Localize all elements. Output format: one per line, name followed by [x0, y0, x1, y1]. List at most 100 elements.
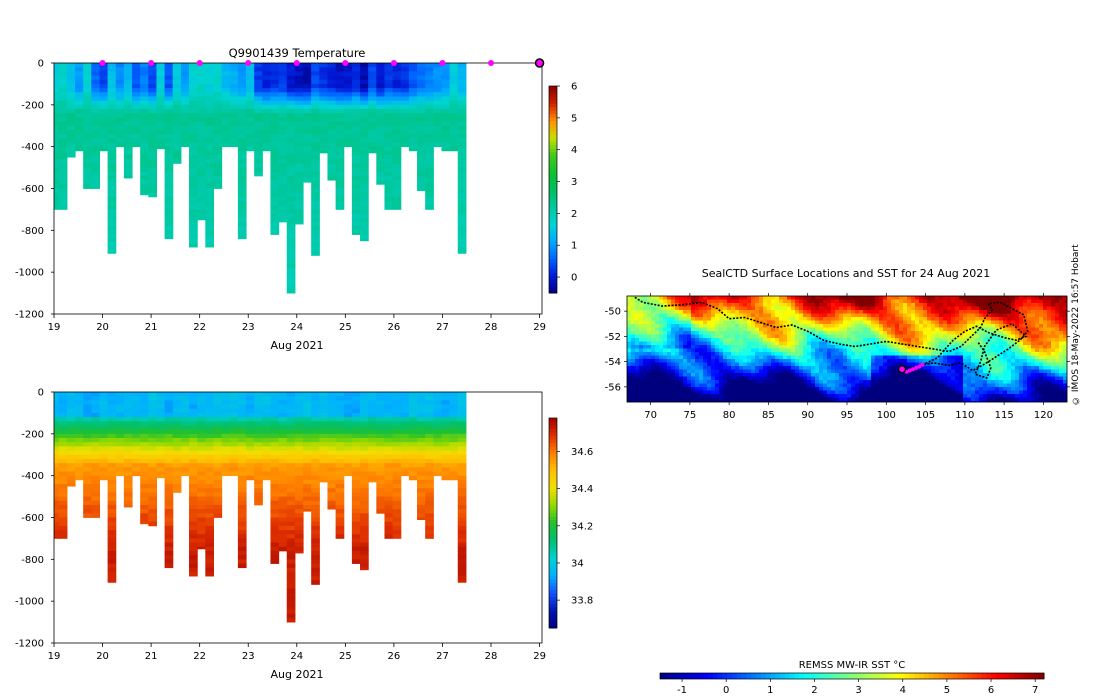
sst-cell: [751, 320, 756, 325]
salinity-cell: [213, 412, 223, 418]
sst-cell: [755, 390, 760, 395]
salinity-cell: [360, 479, 369, 485]
salinity-cell: [164, 433, 174, 439]
salinity-cell: [449, 429, 459, 435]
salinity-cell: [58, 442, 68, 447]
salinity-cell: [417, 513, 426, 518]
x-tick-label: 19: [48, 322, 61, 333]
sst-cell: [795, 355, 800, 360]
temperature-cell: [91, 134, 101, 139]
salinity-cell: [237, 500, 247, 506]
sst-cell: [795, 338, 800, 342]
temperature-cell: [91, 129, 101, 135]
sst-cell: [699, 359, 704, 363]
temperature-cell: [384, 109, 394, 114]
salinity-cell: [189, 525, 198, 531]
sst-cell: [763, 394, 768, 398]
sst-cell: [767, 359, 772, 363]
y-tick-label: 0: [38, 59, 44, 70]
temperature-cell: [319, 117, 329, 122]
sst-cell: [767, 303, 772, 307]
temperature-cell: [197, 184, 206, 189]
sst-cell: [703, 299, 708, 304]
sst-cell: [779, 331, 784, 335]
salinity-cell: [140, 484, 149, 489]
salinity-cell: [54, 421, 60, 426]
temperature-cell: [140, 63, 149, 68]
salinity-cell: [123, 442, 133, 447]
salinity-cell: [457, 517, 467, 523]
salinity-cell: [408, 463, 418, 468]
temperature-cell: [417, 96, 426, 102]
sst-cell: [651, 310, 656, 314]
temperature-cell: [197, 192, 206, 198]
temperature-cell: [75, 92, 84, 97]
sst-cell: [755, 338, 760, 342]
temperature-cell: [262, 146, 272, 152]
sst-cell: [723, 345, 728, 349]
salinity-cell: [360, 555, 369, 560]
sst-cell: [687, 383, 692, 388]
salinity-cell: [286, 396, 296, 401]
temperature-cell: [311, 129, 320, 135]
temperature-cell: [140, 184, 149, 189]
salinity-cell: [148, 404, 158, 410]
salinity-cell: [417, 429, 426, 435]
salinity-cell: [164, 517, 174, 523]
salinity-cell: [417, 509, 426, 514]
temperature-cell: [132, 134, 141, 139]
temperature-cell: [107, 192, 117, 198]
salinity-cell: [140, 492, 149, 497]
sst-cell: [703, 366, 708, 370]
temperature-cell: [392, 63, 402, 68]
salinity-cell: [123, 400, 133, 405]
salinity-cell: [75, 450, 84, 456]
temperature-cell: [327, 150, 337, 156]
sst-cell: [723, 324, 728, 328]
colorbar-segment: [549, 217, 557, 222]
sst-cell: [735, 369, 740, 374]
salinity-cell: [99, 392, 109, 397]
salinity-cell: [54, 513, 60, 518]
sst-cell: [779, 359, 784, 363]
salinity-cell: [303, 484, 312, 489]
sst-cell: [831, 380, 836, 384]
sst-cell: [671, 331, 676, 335]
sst-cell: [727, 296, 732, 300]
sst-cell: [695, 387, 700, 391]
salinity-cell: [376, 425, 386, 431]
temperature-cell: [441, 134, 451, 139]
sst-cell: [655, 348, 660, 353]
salinity-cell: [449, 454, 459, 460]
sst-cell: [735, 373, 740, 377]
sst-cell: [739, 317, 744, 321]
sst-cell: [683, 348, 688, 353]
colorbar-tick-label: 4: [571, 145, 577, 156]
sst-cell: [639, 373, 644, 377]
salinity-cell: [156, 442, 166, 447]
sst-cell: [779, 376, 784, 381]
sst-cell: [675, 369, 680, 374]
salinity-cell: [384, 417, 394, 422]
temperature-cell: [107, 251, 117, 254]
sst-cell: [651, 373, 656, 377]
temperature-cell: [180, 113, 190, 118]
sst-cell: [783, 334, 788, 339]
temperature-cell: [294, 138, 304, 143]
temperature-cell: [351, 109, 361, 114]
temperature-cell: [303, 83, 312, 89]
temperature-cell: [384, 117, 394, 122]
salinity-cell: [384, 438, 394, 443]
salinity-cell: [115, 467, 125, 472]
temperature-cell: [66, 129, 76, 135]
sst-cell: [687, 324, 692, 328]
salinity-cell: [262, 450, 272, 456]
colorbar-segment: [549, 110, 557, 115]
sst-cell: [671, 327, 676, 332]
temperature-cell: [229, 63, 239, 68]
salinity-cell: [303, 479, 312, 485]
sst-cell: [727, 394, 732, 398]
colorbar-segment: [549, 255, 557, 259]
salinity-cell: [205, 521, 215, 527]
sst-cell: [751, 306, 756, 311]
